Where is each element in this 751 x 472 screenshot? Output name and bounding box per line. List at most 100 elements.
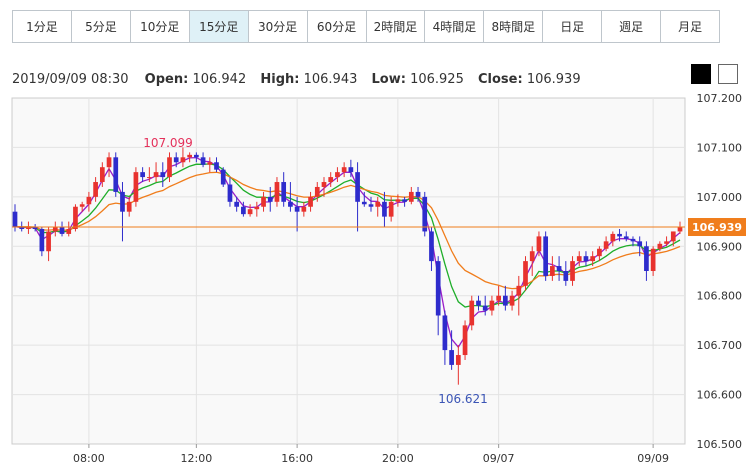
x-tick-label: 20:00 (382, 452, 414, 465)
candle-body (536, 236, 542, 252)
open-value: 106.942 (192, 72, 247, 87)
candle-body (523, 261, 528, 286)
candle-body (32, 226, 38, 229)
candle-body (677, 227, 683, 232)
candle-body (597, 248, 602, 257)
low-annotation: 106.621 (438, 392, 488, 406)
candle-body (254, 206, 260, 210)
candle-body (516, 285, 522, 296)
candle-body (341, 167, 347, 173)
candle-body (180, 157, 186, 163)
candle-body (603, 241, 609, 249)
tab-8[interactable]: 4時間足 (425, 11, 485, 42)
candle-body (644, 246, 649, 271)
tab-6[interactable]: 60分足 (308, 11, 367, 42)
candle-body (140, 172, 145, 178)
candle-body (52, 226, 58, 232)
current-price-tag (688, 218, 746, 237)
candle-body (442, 315, 448, 351)
ma-short-line (14, 156, 681, 349)
candle-body (590, 256, 596, 262)
tab-10[interactable]: 日足 (543, 11, 603, 42)
candle-body (267, 196, 273, 202)
ma-long-line (14, 171, 681, 290)
y-tick-label: 106.900 (697, 240, 743, 253)
tab-11[interactable]: 週足 (602, 11, 662, 42)
candle-body (194, 154, 199, 158)
tab-2[interactable]: 5分足 (72, 11, 131, 42)
tab-9[interactable]: 8時間足 (484, 11, 544, 42)
candle-body (455, 355, 461, 365)
candle-body (650, 248, 656, 271)
candle-body (39, 228, 45, 252)
y-tick-label: 107.100 (697, 141, 743, 154)
candle-body (294, 206, 300, 212)
low-value: 106.925 (410, 72, 464, 87)
candle-body (227, 184, 233, 202)
candle-body (241, 206, 246, 215)
candle-body (173, 157, 179, 163)
candle-body (435, 261, 441, 316)
tab-3[interactable]: 10分足 (131, 11, 190, 42)
close-label: Close: (478, 72, 523, 87)
candle-body (207, 162, 213, 165)
candle-body (462, 325, 468, 356)
close-value: 106.939 (526, 72, 581, 87)
candle-body (422, 196, 428, 232)
candle-body (415, 191, 421, 197)
candle-body (469, 300, 475, 326)
y-tick-label: 107.200 (697, 92, 743, 105)
candle-body (281, 182, 287, 202)
candle-body (503, 295, 508, 306)
candle-body (348, 167, 354, 173)
candle-body (637, 241, 643, 247)
candle-body (355, 172, 360, 202)
candle-body (99, 167, 105, 183)
candle-body (214, 162, 219, 170)
candle-body (106, 157, 112, 168)
candle-body (382, 201, 387, 217)
dark-theme-swatch[interactable] (691, 64, 711, 84)
candle-body (113, 157, 119, 192)
x-tick-label: 09/07 (483, 452, 515, 465)
candle-body (146, 177, 152, 179)
tab-5[interactable]: 30分足 (249, 11, 308, 42)
candle-body (489, 300, 495, 311)
candle-body (429, 231, 434, 262)
y-tick-label: 107.000 (697, 191, 743, 204)
candle-body (46, 231, 51, 252)
candle-body (160, 172, 166, 178)
candle-body (375, 201, 381, 207)
tab-7[interactable]: 2時間足 (367, 11, 426, 42)
candle-body (167, 157, 172, 178)
candle-body (86, 196, 92, 205)
candle-body (623, 236, 629, 239)
candle-body (314, 186, 320, 197)
candle-body (220, 169, 226, 185)
candle-body (93, 182, 98, 197)
candle-body (657, 243, 663, 249)
candle-body (133, 172, 139, 202)
light-theme-swatch[interactable] (718, 64, 738, 84)
high-annotation: 107.099 (143, 136, 193, 150)
tab-1[interactable]: 1分足 (13, 11, 72, 42)
candle-body (583, 256, 589, 262)
candle-body (496, 295, 501, 301)
timeframe-tabs: 1分足 5分足 10分足 15分足 30分足 60分足 2時間足 4時間足 8時間足 日足 週足 月足 (12, 10, 720, 43)
tab-12[interactable]: 月足 (678, 20, 703, 34)
candle-body (328, 177, 334, 183)
x-tick-label: 09/09 (637, 452, 669, 465)
candle-body (66, 228, 72, 234)
candle-body (247, 209, 253, 215)
tab-4[interactable]: 15分足 (189, 11, 249, 42)
candle-body (670, 231, 676, 242)
candle-body (59, 226, 65, 234)
high-value: 106.943 (303, 72, 358, 87)
candle-body (301, 206, 307, 212)
candle-body (610, 233, 616, 242)
candle-body (200, 157, 206, 165)
y-tick-label: 106.600 (697, 389, 743, 402)
candle-body (187, 154, 192, 158)
candle-body (509, 295, 515, 306)
low-label: Low: (371, 72, 406, 87)
